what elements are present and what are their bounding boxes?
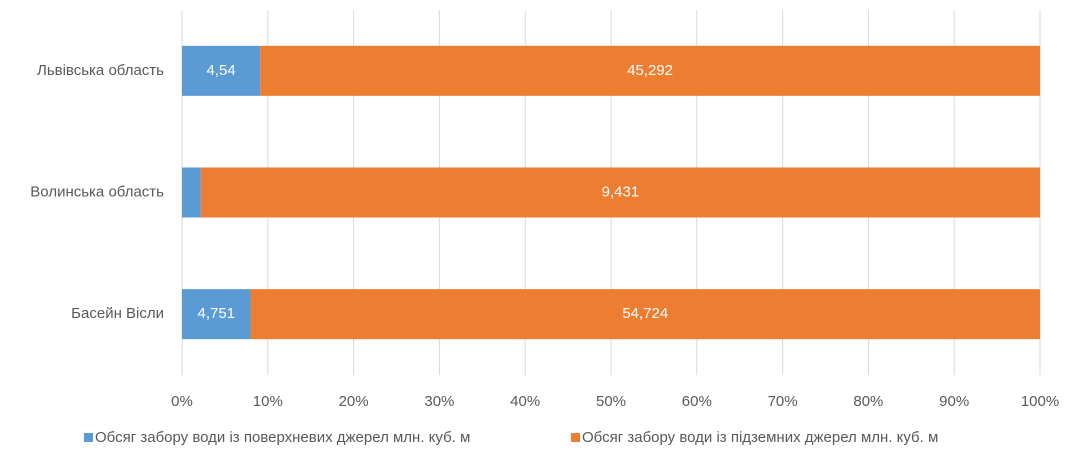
x-tick-label: 100% bbox=[1021, 393, 1059, 410]
bar-segment bbox=[260, 45, 1040, 96]
data-label: 9,431 bbox=[602, 183, 640, 200]
x-tick-label: 50% bbox=[596, 393, 626, 410]
x-tick-label: 70% bbox=[768, 393, 798, 410]
x-tick-label: 10% bbox=[253, 393, 283, 410]
legend-swatch bbox=[84, 433, 93, 442]
data-label: 4,751 bbox=[197, 305, 235, 322]
data-label: 45,292 bbox=[627, 62, 673, 79]
bar-segment bbox=[250, 289, 1041, 340]
bar-segment bbox=[200, 167, 1040, 218]
y-tick-label: Волинська область bbox=[30, 183, 164, 200]
x-tick-label: 30% bbox=[424, 393, 454, 410]
legend-label: Обсяг забору води із підземних джерел мл… bbox=[582, 429, 938, 446]
y-tick-label: Львівська область bbox=[37, 62, 164, 79]
y-tick-label: Басейн Вісли bbox=[71, 305, 164, 322]
bar-segment bbox=[182, 167, 201, 218]
legend-swatch bbox=[571, 433, 580, 442]
x-tick-label: 40% bbox=[510, 393, 540, 410]
data-label: 4,54 bbox=[206, 62, 235, 79]
bar-segment bbox=[182, 45, 261, 96]
data-label: 54,724 bbox=[622, 305, 668, 322]
bar-segment bbox=[182, 289, 251, 340]
x-tick-label: 90% bbox=[939, 393, 969, 410]
legend-label: Обсяг забору води із поверхневих джерел … bbox=[95, 429, 470, 446]
x-tick-label: 0% bbox=[171, 393, 193, 410]
x-tick-label: 80% bbox=[853, 393, 883, 410]
x-tick-label: 60% bbox=[682, 393, 712, 410]
x-tick-label: 20% bbox=[339, 393, 369, 410]
